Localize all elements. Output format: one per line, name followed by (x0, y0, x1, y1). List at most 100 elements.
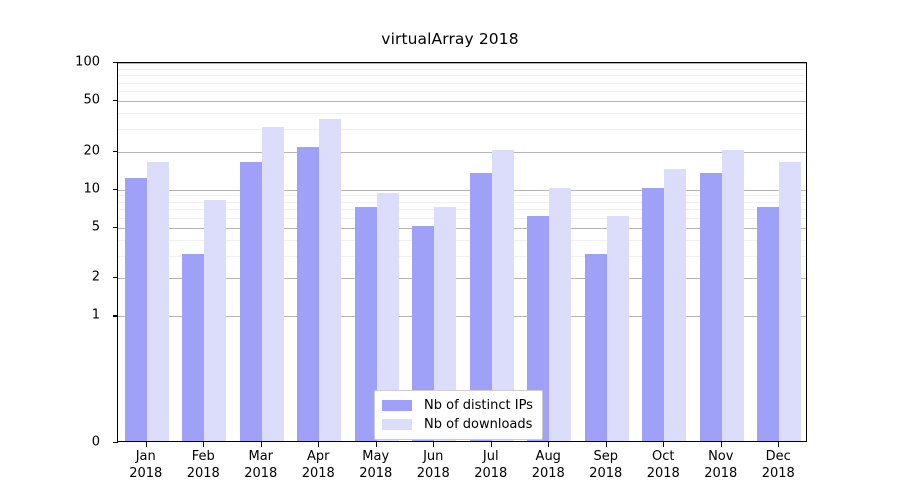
gridline-minor (118, 255, 806, 257)
legend-item-1[interactable]: Nb of downloads (382, 415, 533, 434)
x-tick-year: 2018 (531, 466, 565, 481)
x-tick-year: 2018 (474, 466, 508, 481)
x-tick-month: Mar (248, 449, 274, 464)
x-tick-label-jun: Jun 2018 (417, 448, 450, 482)
bars-layer (118, 63, 806, 441)
x-tick-year: 2018 (129, 466, 163, 481)
x-tick-mark (375, 442, 377, 447)
bar-feb-series-0 (182, 253, 205, 441)
bar-jul-series-1 (491, 149, 514, 441)
gridline-minor (118, 68, 806, 70)
y-tick-mark (113, 277, 118, 279)
x-tick-mark (548, 442, 550, 447)
gridline-minor (118, 240, 806, 242)
bar-mar-series-0 (239, 161, 262, 441)
bar-aug-series-0 (527, 215, 550, 441)
bar-nov-series-1 (721, 149, 744, 441)
gridline-major (118, 278, 806, 280)
plot-area (117, 62, 807, 442)
bar-dec-series-0 (757, 207, 780, 441)
y-tick-label: 50 (83, 92, 100, 108)
x-tick-label-dec: Dec 2018 (762, 448, 795, 482)
gridline-minor (118, 91, 806, 93)
legend-label: Nb of distinct IPs (424, 398, 533, 413)
gridline-minor (118, 129, 806, 131)
y-tick-mark (113, 150, 118, 152)
x-tick-label-nov: Nov 2018 (704, 448, 737, 482)
y-tick-mark (113, 188, 118, 190)
bar-jun-series-1 (434, 207, 457, 441)
x-tick-label-feb: Feb 2018 (187, 448, 220, 482)
x-tick-label-jan: Jan 2018 (129, 448, 162, 482)
y-axis-tick-labels: 0 1 2 5 10 20 50 100 (0, 0, 108, 500)
x-tick-month: May (362, 449, 390, 464)
y-tick-mark (113, 100, 118, 102)
bar-jun-series-0 (412, 225, 435, 441)
bar-jan-series-0 (124, 177, 147, 441)
x-tick-month: Apr (307, 449, 330, 464)
gridline-minor (118, 195, 806, 197)
x-tick-mark (318, 442, 320, 447)
legend-label: Nb of downloads (424, 417, 533, 432)
chart-legend[interactable]: Nb of distinct IPs Nb of downloads (374, 390, 543, 440)
y-tick-mark (113, 315, 118, 317)
gridline-minor (118, 217, 806, 219)
y-tick-mark (113, 62, 118, 64)
legend-swatch-icon (382, 400, 412, 411)
bar-feb-series-1 (204, 199, 227, 441)
gridline-minor (118, 201, 806, 203)
bar-sep-series-0 (584, 253, 607, 441)
x-tick-month: Jun (423, 449, 444, 464)
y-tick-label: 2 (91, 269, 100, 285)
x-tick-month: Dec (765, 449, 791, 464)
y-tick-label: 1 (91, 307, 100, 323)
gridline-major (118, 101, 806, 103)
x-tick-year: 2018 (761, 466, 795, 481)
x-tick-month: Nov (708, 449, 734, 464)
bar-nov-series-0 (699, 173, 722, 441)
legend-swatch-icon (382, 419, 412, 430)
x-tick-year: 2018 (589, 466, 623, 481)
x-tick-mark (203, 442, 205, 447)
bar-may-series-0 (354, 207, 377, 441)
x-tick-mark (433, 442, 435, 447)
bar-aug-series-1 (549, 187, 572, 441)
gridline-minor (118, 209, 806, 211)
x-tick-label-sep: Sep 2018 (589, 448, 622, 482)
bar-apr-series-1 (319, 118, 342, 441)
y-tick-mark (113, 226, 118, 228)
bar-oct-series-0 (642, 187, 665, 441)
x-tick-month: Jul (482, 449, 499, 464)
x-tick-label-jul: Jul 2018 (474, 448, 507, 482)
bar-sep-series-1 (606, 215, 629, 441)
x-tick-year: 2018 (646, 466, 680, 481)
x-tick-year: 2018 (416, 466, 450, 481)
x-tick-mark (490, 442, 492, 447)
x-tick-month: Aug (535, 449, 561, 464)
gridline-major (118, 63, 806, 64)
gridline-major (118, 227, 806, 229)
bar-mar-series-1 (261, 127, 284, 441)
gridline-minor (118, 113, 806, 115)
x-tick-mark (145, 442, 147, 447)
y-tick-label: 10 (83, 181, 100, 197)
x-tick-month: Sep (593, 449, 618, 464)
x-axis-tick-labels: Jan 2018 Feb 2018 Mar 2018 Apr 2018 May 2018 Jun 20… (117, 448, 807, 498)
x-tick-month: Jan (135, 449, 156, 464)
gridline-minor (118, 75, 806, 77)
y-tick-label: 0 (91, 434, 100, 450)
x-tick-year: 2018 (186, 466, 220, 481)
x-tick-mark (663, 442, 665, 447)
gridline-major (118, 189, 806, 191)
legend-item-0[interactable]: Nb of distinct IPs (382, 396, 533, 415)
x-tick-mark (605, 442, 607, 447)
bar-oct-series-1 (664, 169, 687, 441)
x-tick-mark (778, 442, 780, 447)
y-tick-mark (113, 442, 118, 444)
gridline-major (118, 316, 806, 318)
bar-apr-series-0 (297, 146, 320, 441)
x-tick-mark (720, 442, 722, 447)
x-tick-label-apr: Apr 2018 (302, 448, 335, 482)
